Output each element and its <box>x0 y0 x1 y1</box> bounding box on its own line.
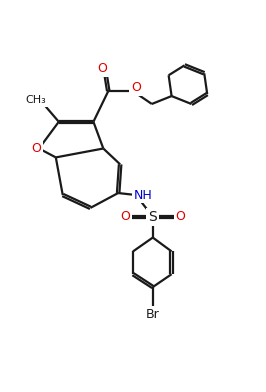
Text: O: O <box>176 210 185 223</box>
Text: NH: NH <box>134 189 152 201</box>
Text: O: O <box>31 142 41 155</box>
Text: O: O <box>97 62 107 75</box>
Text: O: O <box>131 81 141 94</box>
Text: Br: Br <box>146 308 160 321</box>
Text: CH₃: CH₃ <box>26 95 46 105</box>
Text: O: O <box>120 210 130 223</box>
Text: S: S <box>148 210 157 224</box>
